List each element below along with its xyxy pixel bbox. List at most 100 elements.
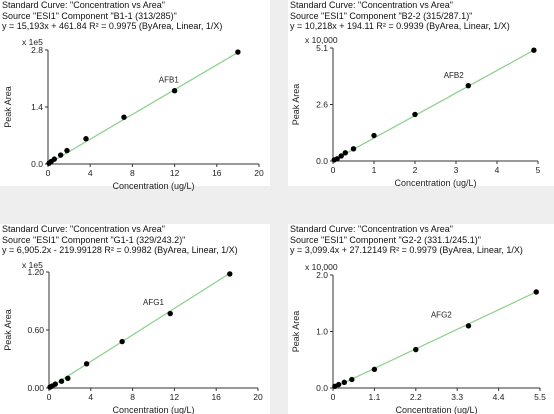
data-point [533, 289, 539, 295]
x-tick-label: 2.2 [410, 392, 422, 402]
data-point [235, 49, 241, 55]
x-tick-label: 5 [536, 165, 541, 175]
plot-afb1: 0 4 8 12 16 20 0.0 1.4 2.8x 1e5 Concentration (ug… [3, 37, 264, 191]
data-point [413, 346, 419, 353]
x-axis-label: Concentration (ug/L) [112, 181, 194, 191]
chart-equation: y = 15,193x + 461.84 R² = 0.9975 (ByArea… [2, 21, 223, 31]
panel-separator-horizontal [0, 186, 554, 224]
x-tick-label: 0 [331, 165, 336, 175]
x-tick-label: 12 [170, 168, 180, 178]
data-point [119, 338, 125, 345]
y-tick-label: 2.0 [316, 270, 328, 280]
y-tick-label: 0.0 [316, 383, 328, 393]
y-multiplier-label: x 10,000 [305, 35, 338, 45]
series-label: AFG2 [431, 310, 452, 319]
chart-panel-afb2: Standard Curve: "Concentration vs Area" … [288, 0, 554, 188]
chart-title: Standard Curve: "Concentration vs Area" [2, 0, 165, 10]
y-multiplier-label: x 1e5 [22, 37, 43, 47]
series-label: AFG1 [143, 298, 164, 307]
chart-source: Source "ESI1" Component "G1-1 (329/243.2… [2, 234, 186, 245]
x-tick-label: 0 [46, 168, 51, 178]
data-point [341, 379, 347, 386]
y-tick-label: 1.0 [316, 327, 328, 337]
y-tick-label: 0.00 [27, 383, 44, 393]
x-tick-label: 0 [47, 392, 52, 402]
data-point [65, 375, 71, 382]
data-point [83, 136, 89, 142]
data-point [349, 376, 355, 383]
x-tick-label: 5.5 [534, 392, 546, 402]
y-tick-label: 1.4 [31, 102, 43, 112]
x-tick-label: 8 [130, 392, 135, 402]
x-tick-label: 1 [372, 165, 377, 175]
chart-title: Standard Curve: "Concentration vs Area" [290, 224, 453, 234]
chart-equation: y = 6,905.2x - 219.99128 R² = 0.9982 (By… [2, 245, 238, 255]
x-tick-label: 4 [88, 168, 93, 178]
y-tick-label: 0.0 [316, 156, 328, 166]
chart-header: Standard Curve: "Concentration vs Area" … [290, 0, 510, 32]
x-tick-label: 4 [88, 392, 93, 402]
x-tick-label: 12 [170, 392, 180, 402]
data-point [412, 111, 418, 118]
data-point [58, 378, 65, 384]
data-point [83, 361, 90, 367]
plot-area [49, 272, 258, 388]
chart-equation: y = 3,099.4x + 27.12149 R² = 0.9979 (ByA… [290, 245, 523, 255]
x-tick-label: 3 [454, 165, 459, 175]
plot-area [333, 275, 540, 388]
data-point [57, 152, 64, 158]
plot-afg2: 0 1.1 2.2 3.3 4.4 5.5 0.0 1.0 2.0x 10,000 Concent… [291, 262, 546, 414]
chart-header: Standard Curve: "Concentration vs Area" … [290, 224, 523, 256]
x-tick-label: 16 [211, 392, 221, 402]
fit-line [48, 271, 233, 389]
fit-line [47, 51, 239, 165]
y-multiplier-label: x 10,000 [305, 262, 338, 272]
x-tick-label: 20 [254, 168, 264, 178]
chart-title: Standard Curve: "Concentration vs Area" [290, 0, 453, 10]
data-point [52, 381, 58, 387]
chart-source: Source "ESI1" Component "B2-2 (315/287.1… [290, 10, 473, 21]
data-point [334, 156, 340, 162]
data-point [227, 271, 233, 277]
data-point [51, 156, 58, 162]
x-tick-label: 4 [495, 165, 500, 175]
data-point [465, 323, 472, 329]
chart-source: Source "ESI1" Component "B1-1 (313/285)" [2, 10, 177, 21]
y-tick-label: 2.8 [31, 45, 43, 55]
data-point [531, 47, 537, 53]
chart-header: Standard Curve: "Concentration vs Area" … [2, 224, 238, 256]
data-point [64, 147, 70, 154]
x-tick-label: 3.3 [451, 392, 463, 402]
x-tick-label: 0 [331, 392, 336, 402]
y-tick-label: 1.20 [27, 267, 44, 277]
x-tick-label: 8 [130, 168, 135, 178]
chart-header: Standard Curve: "Concentration vs Area" … [2, 0, 222, 32]
chart-panel-afb1: Standard Curve: "Concentration vs Area" … [0, 0, 270, 191]
x-tick-label: 1.1 [368, 392, 380, 402]
y-tick-label: 5.1 [316, 43, 328, 53]
chart-panel-afg2: Standard Curve: "Concentration vs Area" … [288, 224, 554, 414]
chart-equation: y = 10,218x + 194.11 R² = 0.9939 (ByArea… [290, 21, 510, 31]
fit-line [332, 291, 537, 389]
series-label: AFB2 [444, 71, 465, 80]
y-tick-label: 2.6 [316, 100, 328, 110]
y-axis-label: Peak Area [291, 84, 301, 126]
chart-title: Standard Curve: "Concentration vs Area" [2, 224, 165, 234]
data-point [121, 114, 127, 120]
series-label: AFB1 [159, 76, 180, 85]
data-point [338, 153, 344, 159]
data-point [350, 146, 357, 152]
y-axis-label: Peak Area [291, 311, 301, 353]
y-tick-label: 0.60 [27, 325, 44, 335]
data-point [371, 366, 378, 373]
y-axis-label: Peak Area [3, 309, 13, 351]
x-tick-label: 4.4 [493, 392, 505, 402]
y-tick-label: 0.0 [31, 159, 43, 169]
y-multiplier-label: x 1e5 [22, 260, 43, 270]
chart-source: Source "ESI1" Component "G2-2 (331.1/245… [290, 234, 481, 245]
data-point [371, 132, 377, 139]
data-point [167, 310, 173, 317]
x-tick-label: 20 [253, 392, 263, 402]
plot-afg1: 0 4 8 12 16 20 0.00 0.60 1.20x 1e5 Concentration … [3, 260, 263, 414]
data-point [342, 150, 348, 156]
